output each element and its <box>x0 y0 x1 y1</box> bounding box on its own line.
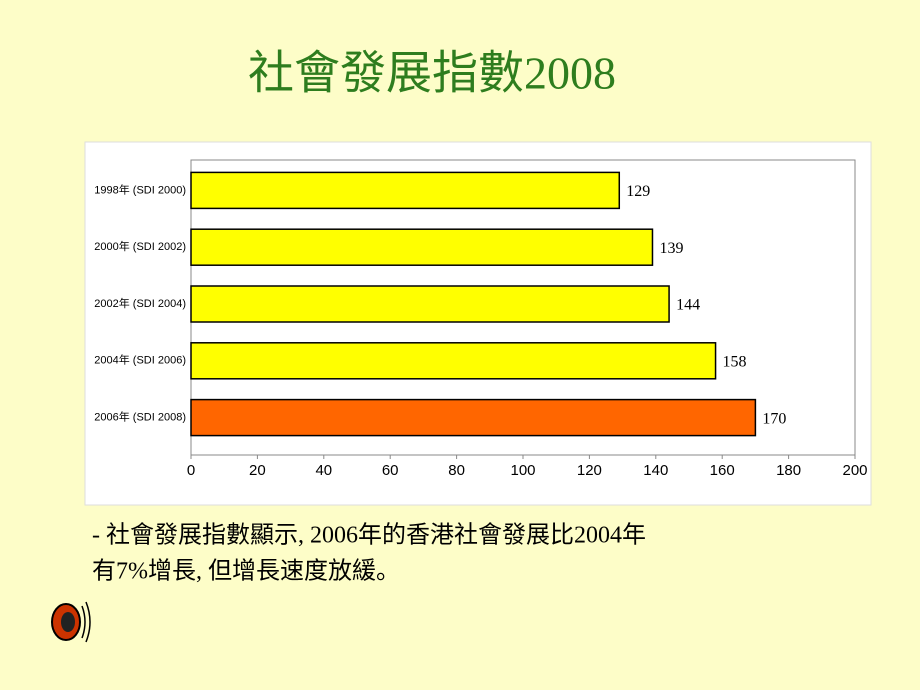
x-tick-label: 200 <box>842 462 867 479</box>
x-tick-label: 60 <box>382 462 399 479</box>
value-label: 129 <box>626 183 650 200</box>
y-tick-label: 2006年 (SDI 2008) <box>94 410 186 424</box>
chart-title: 社會發展指數2008 <box>248 48 616 99</box>
x-tick-label: 40 <box>315 462 332 479</box>
y-tick-label: 1998年 (SDI 2000) <box>94 182 186 196</box>
bar <box>190 228 654 266</box>
y-tick-label: 2004年 (SDI 2006) <box>94 353 186 367</box>
caption-line: 有7%增長, 但增長速度放緩。 <box>92 558 400 585</box>
x-tick-label: 0 <box>187 462 195 479</box>
caption-line: - 社會發展指數顯示, 2006年的香港社會發展比2004年 <box>92 522 646 549</box>
y-tick-label: 2002年 (SDI 2004) <box>94 296 186 310</box>
value-label: 170 <box>762 410 786 427</box>
bar <box>190 398 757 437</box>
x-tick-label: 120 <box>577 462 602 479</box>
bar <box>190 171 621 210</box>
x-tick-label: 160 <box>710 462 735 479</box>
x-tick-label: 80 <box>448 462 465 479</box>
value-label: 139 <box>659 240 683 257</box>
x-tick-label: 140 <box>643 462 668 479</box>
value-label: 144 <box>676 297 700 314</box>
value-label: 158 <box>723 353 747 370</box>
x-tick-label: 20 <box>249 462 266 479</box>
y-tick-label: 2000年 (SDI 2002) <box>94 239 186 253</box>
x-tick-label: 180 <box>776 462 801 479</box>
speaker-icon <box>51 601 91 643</box>
x-tick-label: 100 <box>510 462 535 479</box>
bar <box>190 342 717 380</box>
bar <box>190 285 670 323</box>
